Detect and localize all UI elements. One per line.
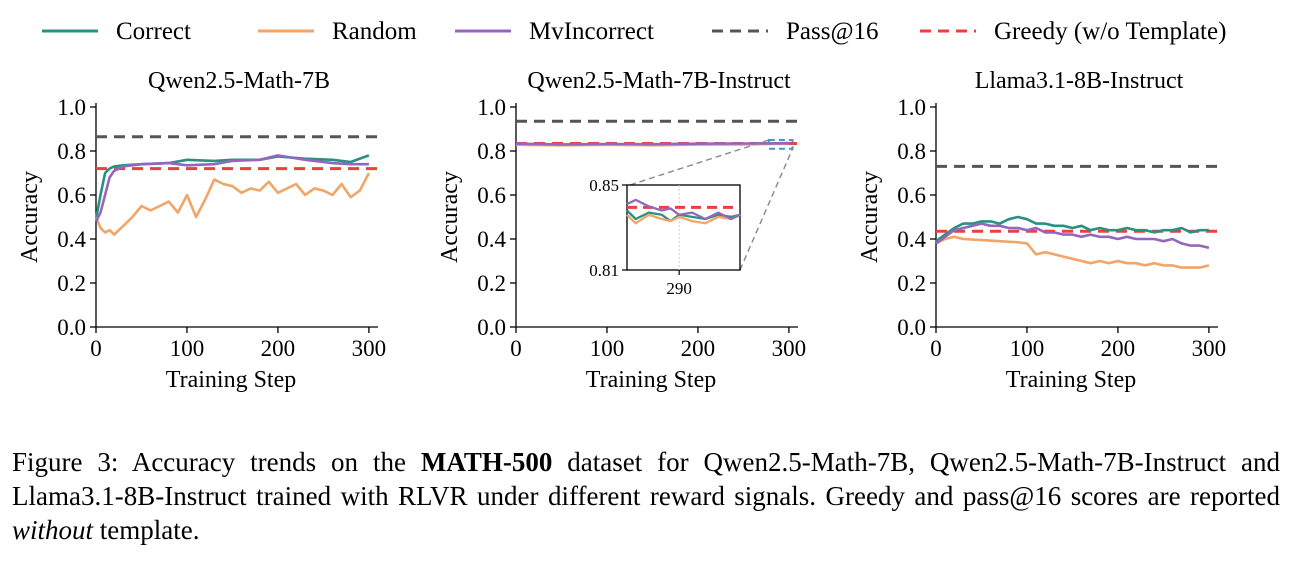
legend-label-mvincorrect: MvIncorrect [529,18,654,45]
y-tick-label: 0.6 [57,183,86,208]
y-tick-label: 1.0 [897,95,926,120]
inset-series-line-mvincorrect [626,198,741,221]
panel-qwen2-5-math-7b-instruct: Qwen2.5-Math-7B-Instruct0.00.20.40.60.81… [437,68,806,393]
y-tick-label: 0.4 [477,227,506,252]
legend-label-greedy-w-o-template: Greedy (w/o Template) [994,18,1226,45]
y-tick-label: 0.2 [897,271,926,296]
series-line-mvincorrect [94,154,369,222]
inset-connector-line [629,139,770,186]
y-axis-label: Accuracy [17,171,43,263]
series-line-mvincorrect [515,142,789,146]
caption-suffix: template. [93,515,200,545]
panel-title: Qwen2.5-Math-7B-Instruct [527,68,791,94]
y-tick-label: 0.0 [477,315,506,340]
series-line-random [94,172,371,236]
inset-connector-line [739,148,794,271]
inset-frame [626,184,741,271]
y-axis-label: Accuracy [437,171,463,263]
caption-middle: dataset for Qwen2.5-Math-7B, Qwen2.5-Mat… [12,447,1280,511]
x-tick-label: 0 [90,336,102,361]
figure: Correct Random MvIncorrect Pass@16 Greedy (w… [17,18,1226,393]
y-tick-label: 0.8 [897,139,926,164]
y-tick-label: 0.8 [477,139,506,164]
x-tick-label: 100 [170,336,205,361]
series-line-correct [94,154,370,220]
x-tick-label: 300 [1192,336,1227,361]
y-tick-label: 0.6 [477,183,506,208]
caption-prefix: Figure 3: Accuracy trends on the [12,447,421,477]
y-tick-label: 0.4 [897,227,926,252]
y-tick-label: 0.0 [57,315,86,340]
legend-label-random: Random [332,18,417,45]
panel-title: Qwen2.5-Math-7B [148,68,330,94]
legend-label-pass-16: Pass@16 [786,18,878,45]
y-tick-label: 0.0 [897,315,926,340]
y-tick-label: 0.2 [477,271,506,296]
caption-dataset-name: MATH-500 [420,447,553,477]
legend: Correct Random MvIncorrect Pass@16 Greedy (w… [42,18,1226,45]
y-axis-label: Accuracy [857,171,883,263]
panel-llama3-1-8b-instruct: Llama3.1-8B-Instruct 0.0 0.2 0.4 0.6 0.8 1.0 0 1… [857,68,1226,393]
inset-y-tick-label: 0.85 [589,176,619,195]
y-tick-label: 0.2 [57,271,86,296]
y-tick-label: 0.4 [57,227,86,252]
zoom-region-marker [767,139,794,150]
x-axis-label: Training Step [166,367,296,393]
charts: Qwen2.5-Math-7B 0.0 0.2 0.4 0.6 0.8 1.0 0 100 200… [17,68,1226,393]
x-tick-label: 300 [772,336,807,361]
caption-emphasis: without [12,515,94,545]
panel-title: Llama3.1-8B-Instruct [975,68,1184,94]
inset-y-tick-label: 0.81 [589,261,619,280]
x-tick-label: 0 [930,336,942,361]
figure-caption: Figure 3: Accuracy trends on the MATH-50… [12,445,1280,547]
series-line-correct [935,215,1209,243]
y-tick-label: 1.0 [477,95,506,120]
y-tick-label: 1.0 [57,95,86,120]
x-tick-label: 100 [590,336,625,361]
x-tick-label: 200 [681,336,716,361]
x-axis-label: Training Step [1006,367,1136,393]
inset-x-tick-label: 290 [666,279,692,298]
x-tick-label: 0 [510,336,522,361]
x-tick-label: 300 [352,336,387,361]
legend-label-correct: Correct [116,18,191,45]
x-tick-label: 200 [1101,336,1136,361]
x-tick-label: 200 [261,336,296,361]
x-tick-label: 100 [1010,336,1045,361]
inset-series-line-random [626,213,741,225]
series-line-mvincorrect [935,222,1210,250]
inset-zoom: 0.85 0.81 290 [589,139,794,298]
y-tick-label: 0.6 [897,183,926,208]
x-axis-label: Training Step [586,367,716,393]
y-tick-label: 0.8 [57,139,86,164]
series-line-random [935,235,1210,269]
panel-qwen2-5-math-7b: Qwen2.5-Math-7B 0.0 0.2 0.4 0.6 0.8 1.0 0 100 200… [17,68,386,393]
